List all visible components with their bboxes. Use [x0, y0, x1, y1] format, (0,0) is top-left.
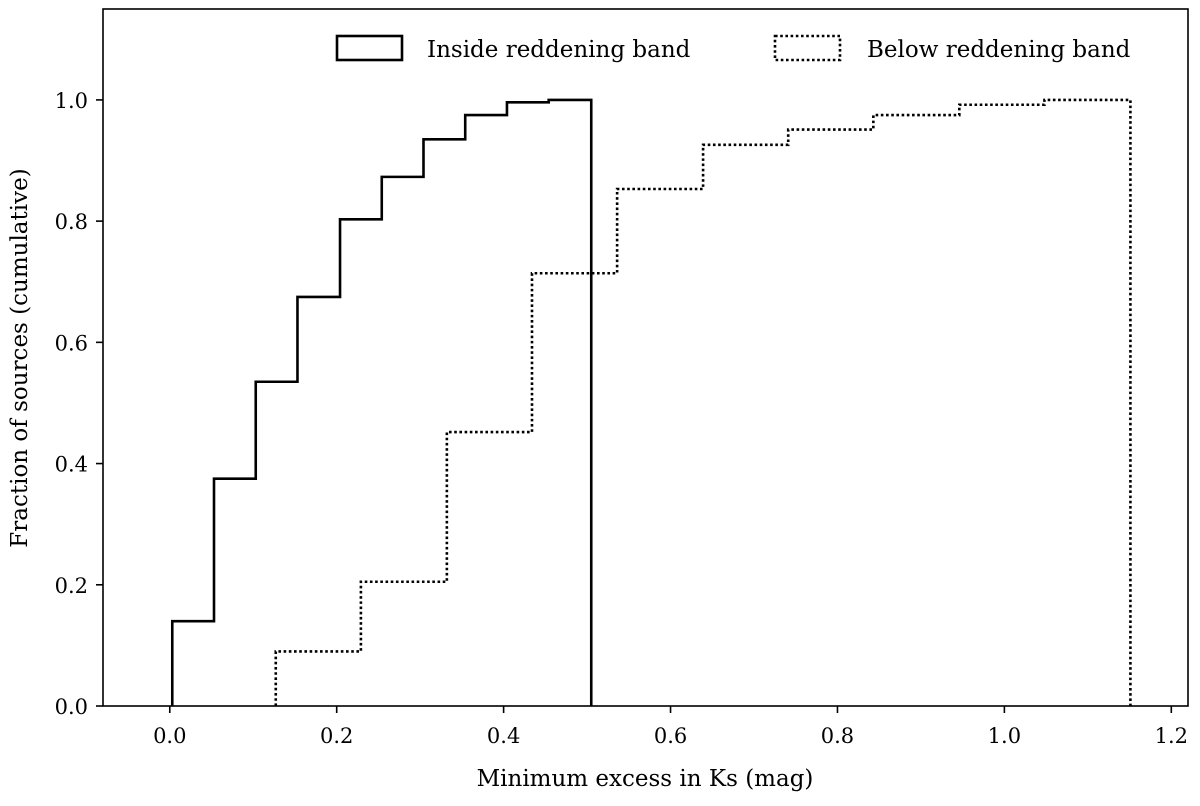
- y-tick-label: 0.0: [55, 695, 88, 719]
- series-layer: [170, 98, 1132, 706]
- legend-label-below: Below reddening band: [867, 37, 1131, 63]
- series-line-below: [274, 98, 1132, 706]
- x-tick-label: 0.0: [153, 724, 186, 748]
- y-tick-label: 0.2: [55, 574, 88, 598]
- x-axis-title: Minimum excess in Ks (mag): [477, 766, 814, 792]
- x-tick-label: 0.8: [821, 724, 854, 748]
- y-axis-title: Fraction of sources (cumulative): [7, 168, 33, 547]
- legend: Inside reddening band Below reddening ba…: [335, 34, 1131, 63]
- y-tick-label: 1.0: [55, 89, 88, 113]
- legend-swatch-inside: [335, 34, 404, 62]
- x-tick-label: 0.2: [320, 724, 353, 748]
- legend-label-inside: Inside reddening band: [427, 37, 691, 63]
- y-tick-label: 0.4: [55, 453, 88, 477]
- x-tick-label: 0.6: [654, 724, 687, 748]
- series-line-inside: [170, 98, 593, 706]
- y-axis: 0.0 0.2 0.4 0.6 0.8 1.0: [55, 89, 103, 719]
- x-tick-label: 1.0: [988, 724, 1021, 748]
- x-tick-label: 0.4: [487, 724, 520, 748]
- legend-swatch-below: [773, 34, 842, 62]
- y-tick-label: 0.8: [55, 210, 88, 234]
- x-tick-label: 1.2: [1155, 724, 1188, 748]
- plot-frame: [102, 8, 1189, 707]
- x-axis: 0.0 0.2 0.4 0.6 0.8 1.0 1.2: [153, 706, 1188, 748]
- y-tick-label: 0.6: [55, 331, 88, 355]
